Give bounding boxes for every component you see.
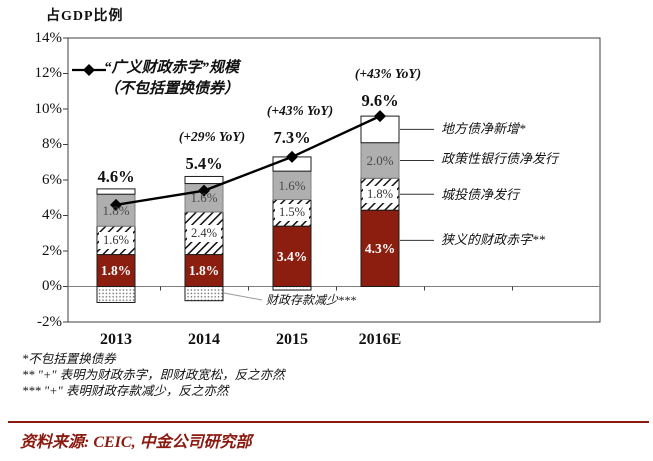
y-tick-label: 4%: [42, 207, 62, 223]
bar-segment-dotted: [272, 286, 312, 291]
bar-segment-white: [96, 188, 136, 195]
leader-line-deposit: [223, 292, 263, 301]
bar-segment-white: [184, 175, 224, 185]
year-label: 2014: [188, 331, 220, 348]
annotation-policy-bank-bond: 政策性银行债净发行: [441, 151, 559, 166]
chart-title: 占GDP比例: [46, 9, 124, 24]
bar-segment-label: 1.8%: [188, 263, 220, 279]
legend-label-line1: “广义财政赤字”规模: [104, 60, 240, 76]
bar-segment-label: 4.3%: [364, 240, 396, 256]
diamond-marker-icon: [198, 184, 210, 197]
bar-segment-label: 2.4%: [187, 224, 221, 242]
bar-segment-red: [272, 225, 312, 287]
y-tick-label: 10%: [34, 100, 63, 117]
y-tick-label: 0%: [42, 278, 62, 294]
line-point-label: 4.6%: [97, 166, 135, 186]
year-label: 2015: [276, 331, 308, 348]
bar-segment-label: 1.8%: [363, 185, 397, 203]
bar-segment-label: 1.8%: [100, 263, 132, 279]
footnote-3: *** "+" 表明财政存款减少，反之亦然: [22, 384, 229, 398]
diamond-marker-icon: [286, 150, 298, 163]
footnote-1: *不包括置换债券: [22, 352, 116, 366]
bar-segment-label: 1.6%: [278, 177, 306, 193]
y-tick-label: 14%: [34, 29, 63, 46]
y-tick-label: 12%: [34, 65, 63, 81]
line-point-label: 7.3%: [273, 127, 311, 147]
bar-segment-dotted: [96, 286, 136, 303]
y-tick-label: -2%: [37, 313, 62, 330]
bar-segment-label: 1.6%: [99, 231, 133, 249]
diamond-marker-icon: [374, 110, 386, 123]
legend: “广义财政赤字”规模 （不包括置换债券）: [104, 58, 239, 100]
annotation-fiscal-deposit: 财政存款减少***: [266, 293, 357, 307]
yoy-label: (+43% YoY): [354, 66, 422, 82]
deficit-line: [115, 115, 381, 207]
year-label: 2013: [100, 331, 132, 348]
annotation-local-gov-bond: 地方债净新增*: [441, 121, 526, 136]
y-tick-label: 6%: [42, 171, 62, 188]
bar-segment-label: 3.4%: [276, 248, 308, 264]
annotation-chengtou-bond: 城投债净发行: [441, 187, 520, 202]
line-point-label: 9.6%: [361, 91, 399, 111]
year-label: 2016E: [358, 331, 402, 348]
bar-segment-gray: [360, 142, 400, 179]
legend-label-line2: （不包括置换债券）: [104, 81, 240, 97]
footnote-2: ** "+" 表明为财政赤字，即财政宽松，反之亦然: [22, 368, 285, 382]
bar-segment-label: 1.5%: [275, 204, 309, 222]
y-tick-label: 8%: [42, 136, 62, 152]
bar-segment-label: 2.0%: [366, 152, 394, 168]
bar-segment-dotted: [184, 286, 224, 302]
yoy-label: (+43% YoY): [266, 102, 334, 118]
source-divider-line: [8, 421, 649, 423]
legend-line-diamond-icon: [72, 64, 106, 76]
source-text: 资料来源: CEIC, 中金公司研究部: [20, 434, 252, 451]
line-point-label: 5.4%: [185, 154, 223, 174]
bar-segment-gray: [272, 170, 312, 201]
diamond-marker-icon: [110, 198, 122, 211]
bar-segment-label: 1.8%: [102, 202, 130, 218]
bar-segment-red: [360, 209, 400, 287]
annotation-narrow-deficit: 狭义的财政赤字**: [441, 232, 546, 247]
yoy-label: (+29% YoY): [178, 129, 246, 145]
y-tick-label: 2%: [42, 242, 62, 259]
bar-segment-label: 1.6%: [190, 190, 218, 206]
